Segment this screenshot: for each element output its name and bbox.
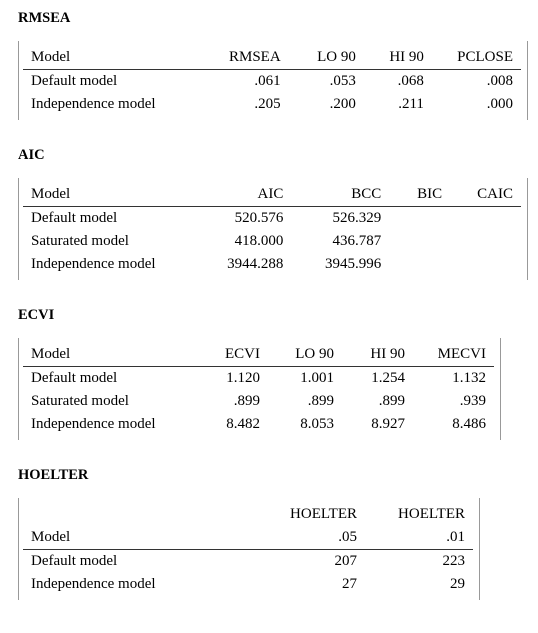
cell: Independence model: [23, 413, 194, 436]
column-header: .05: [194, 526, 365, 550]
column-header: LO 90: [268, 343, 342, 367]
column-header: ECVI: [194, 343, 268, 367]
table-row: Independence model 8.482 8.053 8.927 8.4…: [23, 413, 494, 436]
cell: .008: [432, 70, 521, 94]
cell: 223: [365, 550, 473, 574]
cell: 436.787: [291, 230, 389, 253]
table-rmsea: Model RMSEA LO 90 HI 90 PCLOSE Default m…: [23, 46, 521, 116]
column-header: MECVI: [413, 343, 494, 367]
section-title: AIC: [18, 147, 528, 164]
table-header-row: Model ECVI LO 90 HI 90 MECVI: [23, 343, 494, 367]
table-row: Default model .061 .053 .068 .008: [23, 70, 521, 94]
table-header-row: Model RMSEA LO 90 HI 90 PCLOSE: [23, 46, 521, 70]
section-title: ECVI: [18, 307, 528, 324]
cell: 526.329: [291, 207, 389, 231]
cell: .211: [364, 93, 432, 116]
cell: 1.001: [268, 367, 342, 391]
cell: 1.132: [413, 367, 494, 391]
cell: .000: [432, 93, 521, 116]
table-wrapper: Model ECVI LO 90 HI 90 MECVI Default mod…: [18, 338, 501, 440]
cell: .899: [342, 390, 413, 413]
table-wrapper: Model RMSEA LO 90 HI 90 PCLOSE Default m…: [18, 41, 528, 120]
cell: Independence model: [23, 573, 194, 596]
cell: 8.486: [413, 413, 494, 436]
column-header: LO 90: [289, 46, 364, 70]
section-ecvi: ECVI Model ECVI LO 90 HI 90 MECVI Defaul…: [18, 307, 528, 445]
column-header: Model: [23, 503, 194, 550]
cell: [450, 253, 521, 276]
table-ecvi: Model ECVI LO 90 HI 90 MECVI Default mod…: [23, 343, 494, 436]
cell: Saturated model: [23, 230, 194, 253]
cell: Saturated model: [23, 390, 194, 413]
table-wrapper: Model HOELTER HOELTER .05 .01 Default mo…: [18, 498, 480, 600]
column-header: PCLOSE: [432, 46, 521, 70]
cell: Default model: [23, 367, 194, 391]
cell: 1.254: [342, 367, 413, 391]
section-aic: AIC Model AIC BCC BIC CAIC Default model…: [18, 147, 528, 285]
cell: [389, 230, 450, 253]
column-header: HI 90: [364, 46, 432, 70]
cell: Independence model: [23, 253, 194, 276]
cell: Default model: [23, 207, 194, 231]
cell: Default model: [23, 70, 200, 94]
column-header: RMSEA: [200, 46, 289, 70]
column-header: .01: [365, 526, 473, 550]
cell: [389, 207, 450, 231]
table-header-row: Model HOELTER HOELTER: [23, 503, 473, 526]
cell: 8.482: [194, 413, 268, 436]
cell: 27: [194, 573, 365, 596]
cell: .939: [413, 390, 494, 413]
table-row: Independence model 3944.288 3945.996: [23, 253, 521, 276]
table-row: Default model 207 223: [23, 550, 473, 574]
column-header: Model: [23, 46, 200, 70]
cell: 3945.996: [291, 253, 389, 276]
cell: [450, 230, 521, 253]
table-hoelter: Model HOELTER HOELTER .05 .01 Default mo…: [23, 503, 473, 596]
column-header: Model: [23, 183, 194, 207]
column-header: HI 90: [342, 343, 413, 367]
cell: .200: [289, 93, 364, 116]
section-title: HOELTER: [18, 467, 528, 484]
table-row: Independence model 27 29: [23, 573, 473, 596]
cell: .899: [268, 390, 342, 413]
cell: .053: [289, 70, 364, 94]
table-row: Independence model .205 .200 .211 .000: [23, 93, 521, 116]
cell: 418.000: [194, 230, 292, 253]
column-header: HOELTER: [365, 503, 473, 526]
column-header: Model: [23, 343, 194, 367]
column-header: HOELTER: [194, 503, 365, 526]
table-row: Saturated model 418.000 436.787: [23, 230, 521, 253]
column-header: CAIC: [450, 183, 521, 207]
section-title: RMSEA: [18, 10, 528, 27]
table-wrapper: Model AIC BCC BIC CAIC Default model 520…: [18, 178, 528, 280]
cell: .068: [364, 70, 432, 94]
cell: .899: [194, 390, 268, 413]
cell: 8.053: [268, 413, 342, 436]
cell: .061: [200, 70, 289, 94]
cell: 207: [194, 550, 365, 574]
section-hoelter: HOELTER Model HOELTER HOELTER .05 .01 De…: [18, 467, 528, 605]
cell: 1.120: [194, 367, 268, 391]
column-header: AIC: [194, 183, 292, 207]
column-header: BIC: [389, 183, 450, 207]
cell: Independence model: [23, 93, 200, 116]
cell: 8.927: [342, 413, 413, 436]
cell: .205: [200, 93, 289, 116]
table-header-row: Model AIC BCC BIC CAIC: [23, 183, 521, 207]
cell: 29: [365, 573, 473, 596]
cell: [450, 207, 521, 231]
cell: [389, 253, 450, 276]
table-row: Saturated model .899 .899 .899 .939: [23, 390, 494, 413]
cell: 3944.288: [194, 253, 292, 276]
table-row: Default model 520.576 526.329: [23, 207, 521, 231]
section-rmsea: RMSEA Model RMSEA LO 90 HI 90 PCLOSE Def…: [18, 10, 528, 125]
cell: Default model: [23, 550, 194, 574]
table-aic: Model AIC BCC BIC CAIC Default model 520…: [23, 183, 521, 276]
column-header: BCC: [291, 183, 389, 207]
cell: 520.576: [194, 207, 292, 231]
table-row: Default model 1.120 1.001 1.254 1.132: [23, 367, 494, 391]
